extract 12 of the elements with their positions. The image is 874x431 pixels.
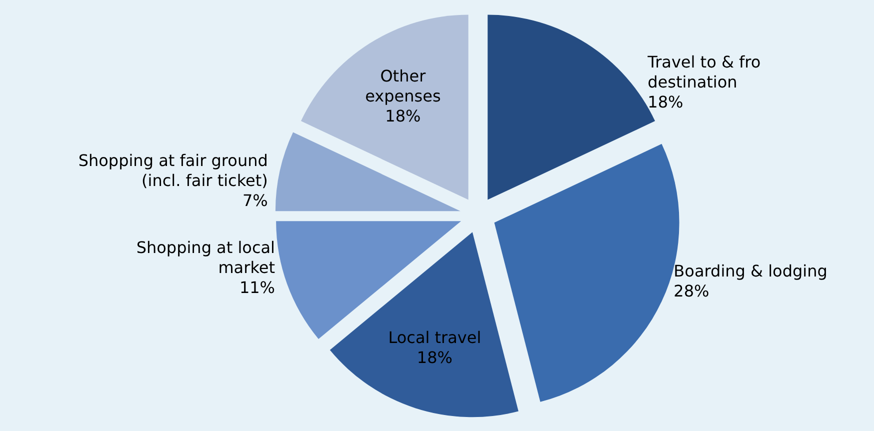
data-label: 28%	[674, 282, 710, 301]
slice-label: Shopping at fair ground (incl. fair ticket)	[78, 150, 268, 190]
slice-label: Local travel	[388, 328, 482, 348]
slice-label: Boarding & lodging	[674, 262, 828, 281]
slice-label: Travel to & fro destination	[646, 52, 761, 92]
data-label: 18%	[416, 348, 452, 368]
data-label: 18%	[385, 106, 421, 126]
data-label: 11%	[239, 278, 275, 298]
data-label: 18%	[648, 92, 684, 112]
slice-label: Other expenses	[365, 66, 441, 106]
data-label: 7%	[242, 190, 268, 210]
slice-label: Shopping at local market	[136, 238, 275, 278]
